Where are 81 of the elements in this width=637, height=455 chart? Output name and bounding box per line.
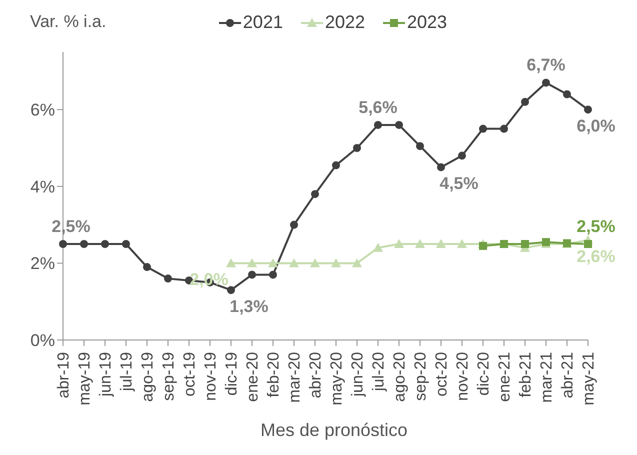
point xyxy=(59,240,67,248)
y-tick-label: 6% xyxy=(30,100,55,120)
point xyxy=(80,240,88,248)
x-tick-label: may-20 xyxy=(328,352,346,406)
x-tick-label: jun-19 xyxy=(97,352,114,398)
point xyxy=(226,258,236,268)
x-tick-label: abr-19 xyxy=(55,352,72,398)
point xyxy=(290,220,298,229)
legend-label: 2021 xyxy=(242,12,283,33)
point xyxy=(269,270,277,279)
point xyxy=(584,240,592,248)
point xyxy=(227,286,235,294)
point xyxy=(374,120,382,129)
legend-label: 2022 xyxy=(324,12,366,33)
x-tick-label: sep-20 xyxy=(412,352,430,401)
point xyxy=(479,124,487,133)
x-tick-label: sep-19 xyxy=(160,352,178,401)
point xyxy=(521,240,529,248)
x-axis-title: Mes de pronóstico xyxy=(259,420,409,441)
point xyxy=(247,258,257,268)
point xyxy=(542,78,550,87)
x-tick-label: ago-19 xyxy=(139,352,156,402)
point xyxy=(289,258,299,268)
data-label: 6,0% xyxy=(576,116,616,136)
y-tick-label: 2% xyxy=(30,254,55,274)
point xyxy=(311,190,319,198)
x-tick-label: ene-21 xyxy=(496,352,514,402)
point xyxy=(373,242,383,252)
x-tick-label: jul-20 xyxy=(370,352,388,392)
point xyxy=(437,163,445,172)
x-tick-label: nov-20 xyxy=(454,352,472,401)
x-tick-label: may-19 xyxy=(76,352,94,406)
point xyxy=(268,258,278,268)
x-tick-label: abr-21 xyxy=(559,352,576,398)
x-tick-label: abr-20 xyxy=(307,352,324,398)
point xyxy=(395,120,403,129)
x-tick-label: dic-19 xyxy=(223,352,240,396)
x-tick-label: ago-20 xyxy=(391,352,408,402)
point xyxy=(436,239,446,248)
point xyxy=(248,270,256,279)
point xyxy=(332,161,340,170)
x-tick-label: nov-19 xyxy=(202,352,220,401)
data-label: 5,6% xyxy=(358,98,398,117)
point xyxy=(164,274,172,283)
point xyxy=(521,98,529,106)
legend-label: 2023 xyxy=(406,12,448,33)
point xyxy=(122,240,130,248)
point xyxy=(352,258,362,268)
point xyxy=(101,240,109,248)
x-tick-label: oct-20 xyxy=(433,352,450,396)
data-label: 4,5% xyxy=(440,174,478,194)
data-label: 2,6% xyxy=(576,247,616,266)
x-tick-label: dic-20 xyxy=(475,352,492,396)
point xyxy=(500,124,508,133)
x-tick-label: feb-20 xyxy=(265,352,282,398)
x-tick-label: jun-20 xyxy=(349,352,366,398)
point xyxy=(310,258,320,268)
point xyxy=(394,239,404,248)
y-axis-title: Var. % i.a. xyxy=(30,12,106,32)
x-tick-label: feb-21 xyxy=(517,352,534,398)
point xyxy=(479,242,487,250)
point xyxy=(353,144,361,152)
x-tick-label: may-21 xyxy=(580,352,598,406)
x-tick-label: oct-19 xyxy=(181,352,198,396)
x-tick-label: mar-21 xyxy=(538,352,556,403)
data-label: 6,7% xyxy=(526,56,566,75)
point xyxy=(584,106,592,114)
x-tick-label: jul-19 xyxy=(118,352,136,392)
x-tick-label: ene-20 xyxy=(244,352,262,402)
point xyxy=(416,142,424,150)
point xyxy=(143,263,151,272)
point xyxy=(415,239,425,248)
point xyxy=(563,90,571,98)
data-label: 1,3% xyxy=(230,297,268,316)
point xyxy=(457,239,467,248)
x-tick-label: mar-20 xyxy=(286,352,304,403)
point xyxy=(331,258,341,268)
y-tick-label: 4% xyxy=(30,177,55,196)
data-label: 2,5% xyxy=(576,217,616,236)
y-tick-label: 0% xyxy=(30,331,55,350)
point xyxy=(458,152,466,160)
